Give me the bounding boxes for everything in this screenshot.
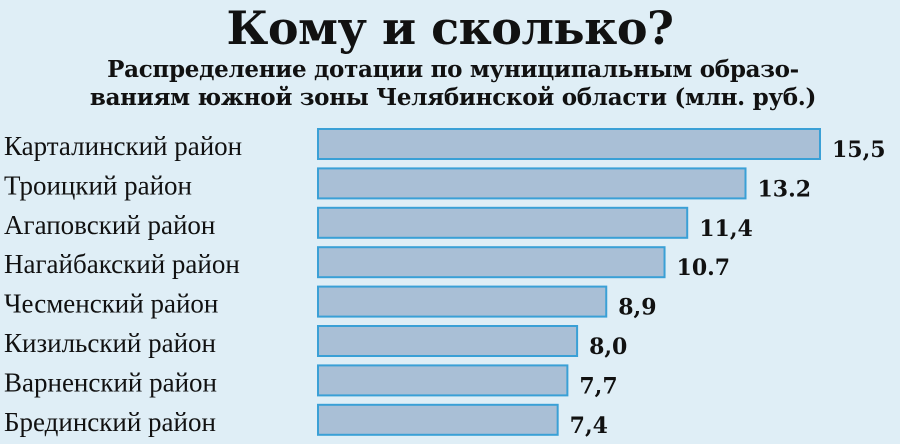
category-label: Кизильский район <box>4 328 216 358</box>
bar <box>317 403 559 436</box>
value-label: 7,7 <box>579 373 617 399</box>
value-label: 7,4 <box>570 413 608 439</box>
subtitle-line-2: ваниям южной зоны Челябинской области (м… <box>89 84 817 111</box>
bar <box>317 364 569 397</box>
value-label: 13.2 <box>758 176 812 202</box>
bar <box>317 128 821 160</box>
value-label: 8,9 <box>618 295 656 321</box>
category-label: Агаповский район <box>4 210 215 240</box>
value-label: 11,4 <box>699 216 753 242</box>
chart-title: Кому и сколько? <box>226 1 675 55</box>
category-label: Карталинский район <box>4 131 242 161</box>
chart-subtitle: Распределение дотации по муниципальным о… <box>8 56 898 112</box>
bar <box>317 167 747 200</box>
value-label: 15,5 <box>832 137 886 163</box>
category-label: Нагайбакский район <box>4 249 240 279</box>
subtitle-line-1: Распределение дотации по муниципальным о… <box>107 56 799 83</box>
category-label: Чесменский район <box>4 289 218 319</box>
bar <box>317 246 666 279</box>
bar <box>317 325 579 357</box>
bar <box>317 285 608 318</box>
value-label: 10.7 <box>677 255 731 281</box>
value-label: 8,0 <box>589 334 627 360</box>
category-label: Варненский район <box>4 367 217 397</box>
category-label: Брединский район <box>4 407 216 437</box>
bar <box>317 206 689 239</box>
category-label: Троицкий район <box>4 170 192 200</box>
